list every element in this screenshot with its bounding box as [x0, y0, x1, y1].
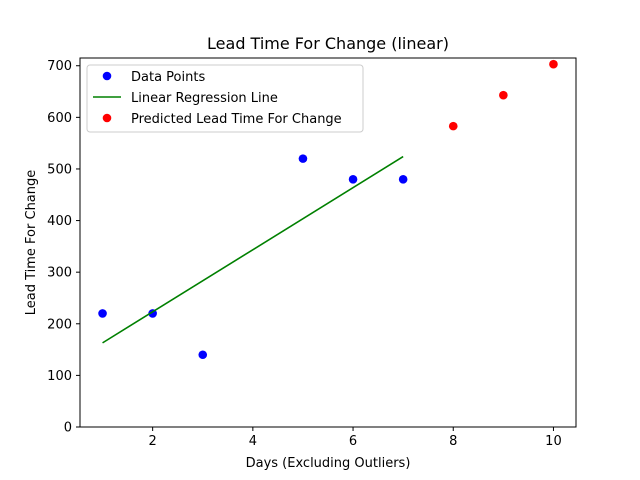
y-tick-label: 700 — [47, 59, 72, 74]
plot-marks — [98, 59, 558, 360]
x-tick-label: 4 — [249, 434, 257, 449]
data-point — [198, 350, 208, 360]
plot-frame — [79, 57, 577, 428]
data-point — [499, 90, 508, 100]
data-point — [348, 174, 358, 184]
y-tick-label: 600 — [47, 111, 72, 126]
y-axis: 0 100 200 300 400 500 600 700 — [47, 59, 80, 436]
legend-label: Data Points — [131, 70, 205, 85]
legend-label: Predicted Lead Time For Change — [131, 112, 342, 127]
x-axis: 2 4 6 8 10 — [149, 427, 562, 449]
legend: Data Points Linear Regression Line Predict… — [86, 64, 364, 133]
data-point — [398, 174, 408, 184]
y-tick-label: 0 — [64, 421, 72, 436]
x-tick-label: 2 — [149, 434, 157, 449]
x-axis-title: Days (Excluding Outliers) — [246, 456, 411, 471]
legend-marker-swatch — [102, 71, 112, 81]
y-axis-title: Lead Time For Change — [24, 170, 39, 316]
legend-box — [86, 64, 364, 133]
data-point — [549, 59, 558, 69]
data-point — [448, 121, 458, 131]
x-tick-label: 10 — [545, 434, 562, 449]
y-tick-label: 300 — [47, 266, 72, 281]
y-tick-label: 100 — [47, 369, 72, 384]
x-tick-label: 6 — [349, 434, 357, 449]
chart-title: Lead Time For Change (linear) — [207, 34, 449, 53]
x-tick-label: 8 — [449, 434, 457, 449]
legend-marker-swatch — [102, 113, 112, 123]
legend-label: Linear Regression Line — [131, 91, 278, 106]
legend-items: Data Points Linear Regression Line Predict… — [93, 70, 342, 127]
y-tick-label: 500 — [47, 162, 72, 177]
y-tick-label: 200 — [47, 317, 72, 332]
y-tick-label: 400 — [47, 214, 72, 229]
data-point — [298, 154, 308, 163]
regression-line — [102, 155, 404, 344]
data-point — [98, 309, 107, 318]
